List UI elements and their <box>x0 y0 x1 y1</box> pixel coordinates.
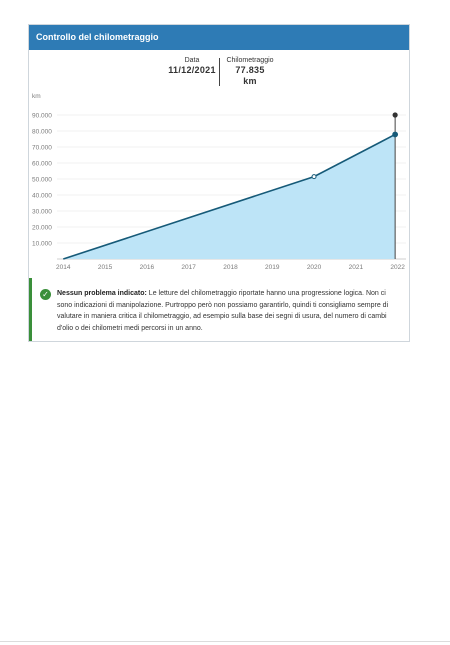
x-tick-label: 2022 <box>390 264 405 271</box>
notice-body: Le letture del chilometraggio riportate … <box>57 290 389 332</box>
mileage-chart: 10.000 20.000 30.000 40.000 50.000 60.000 70.0… <box>32 93 406 271</box>
check-circle-icon: ✓ <box>40 289 51 300</box>
y-tick-label: 80.000 <box>32 128 52 135</box>
y-tick-label: 20.000 <box>32 224 52 231</box>
hover-marker-dot <box>392 112 398 118</box>
notice-title: Nessun problema indicato: <box>57 290 147 297</box>
y-tick-label: 30.000 <box>32 208 52 215</box>
mileage-label: Chilometraggio <box>226 57 274 64</box>
mileage-check-card: Controllo del chilometraggio Data 11/12/… <box>28 24 410 342</box>
x-tick-label: 2016 <box>140 264 155 271</box>
x-tick-label: 2020 <box>307 264 322 271</box>
x-tick-label: 2021 <box>349 264 364 271</box>
y-axis-unit-label: km <box>32 93 41 100</box>
reading-tooltip: Data 11/12/2021 Chilometraggio 77.835 km <box>29 56 409 114</box>
mileage-unit: km <box>243 76 257 86</box>
reading-date: Data 11/12/2021 <box>165 56 219 76</box>
data-point <box>392 131 399 138</box>
x-tick-label: 2014 <box>56 264 71 271</box>
reading-mileage: Chilometraggio 77.835 km <box>223 56 277 87</box>
date-label: Data <box>184 57 200 64</box>
y-tick-label: 70.000 <box>32 144 52 151</box>
y-tick-label: 90.000 <box>32 112 52 119</box>
y-tick-label: 10.000 <box>32 240 52 247</box>
status-notice: ✓ Nessun problema indicato: Le letture d… <box>29 278 409 341</box>
x-tick-label: 2019 <box>265 264 280 271</box>
data-point <box>311 174 317 180</box>
mileage-value: 77.835 <box>235 65 265 75</box>
date-value: 11/12/2021 <box>168 65 216 75</box>
y-tick-label: 60.000 <box>32 160 52 167</box>
x-tick-label: 2017 <box>181 264 196 271</box>
notice-text: Nessun problema indicato: Le letture del… <box>57 288 397 334</box>
x-tick-label: 2015 <box>98 264 113 271</box>
mileage-area <box>63 134 396 259</box>
reading-divider <box>219 58 220 86</box>
x-tick-label: 2018 <box>223 264 238 271</box>
card-title: Controllo del chilometraggio <box>29 25 409 50</box>
y-tick-label: 40.000 <box>32 192 52 199</box>
y-tick-label: 50.000 <box>32 176 52 183</box>
page-bottom-rule <box>0 641 450 642</box>
